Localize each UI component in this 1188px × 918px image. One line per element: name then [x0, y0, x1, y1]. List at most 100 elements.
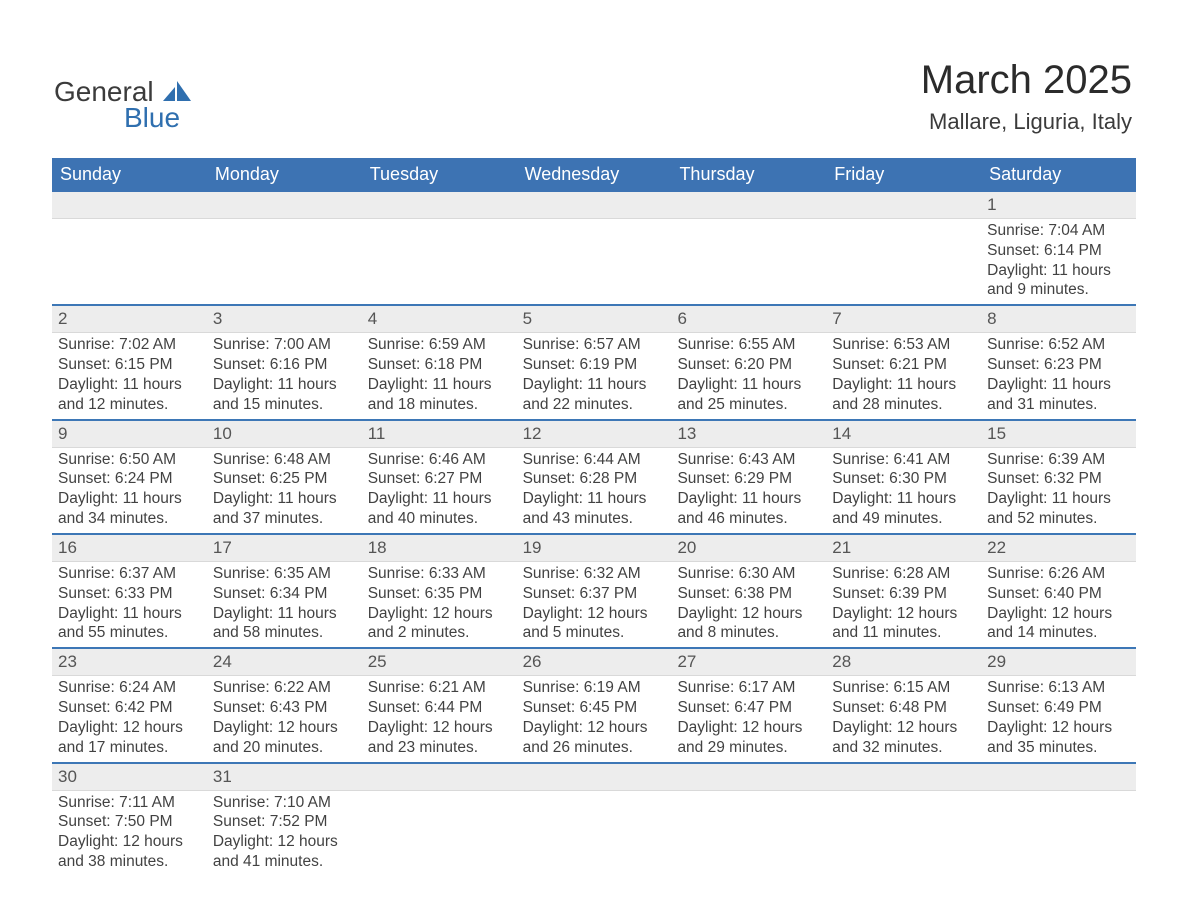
day-cell: 7Sunrise: 6:53 AMSunset: 6:21 PMDaylight…: [826, 306, 981, 418]
day-body: Sunrise: 6:52 AMSunset: 6:23 PMDaylight:…: [981, 333, 1136, 418]
day-number: 27: [671, 649, 826, 676]
daylight-line: Daylight: 12 hours and 32 minutes.: [832, 718, 975, 758]
day-body: Sunrise: 6:32 AMSunset: 6:37 PMDaylight:…: [517, 562, 672, 647]
day-number: 22: [981, 535, 1136, 562]
day-cell: 31Sunrise: 7:10 AMSunset: 7:52 PMDayligh…: [207, 764, 362, 876]
day-number: 31: [207, 764, 362, 791]
day-body: Sunrise: 6:19 AMSunset: 6:45 PMDaylight:…: [517, 676, 672, 761]
day-cell: 27Sunrise: 6:17 AMSunset: 6:47 PMDayligh…: [671, 649, 826, 761]
daylight-line: Daylight: 12 hours and 29 minutes.: [677, 718, 820, 758]
day-cell: [671, 764, 826, 876]
daylight-line: Daylight: 12 hours and 11 minutes.: [832, 604, 975, 644]
day-cell: 5Sunrise: 6:57 AMSunset: 6:19 PMDaylight…: [517, 306, 672, 418]
day-cell: 25Sunrise: 6:21 AMSunset: 6:44 PMDayligh…: [362, 649, 517, 761]
day-number: [517, 192, 672, 219]
day-cell: 3Sunrise: 7:00 AMSunset: 6:16 PMDaylight…: [207, 306, 362, 418]
sunrise-line: Sunrise: 6:57 AM: [523, 335, 666, 355]
day-body: Sunrise: 6:46 AMSunset: 6:27 PMDaylight:…: [362, 448, 517, 533]
sunset-line: Sunset: 6:42 PM: [58, 698, 201, 718]
day-number: [362, 192, 517, 219]
day-cell: 30Sunrise: 7:11 AMSunset: 7:50 PMDayligh…: [52, 764, 207, 876]
week-row: 23Sunrise: 6:24 AMSunset: 6:42 PMDayligh…: [52, 649, 1136, 763]
day-body: [517, 219, 672, 225]
daylight-line: Daylight: 11 hours and 28 minutes.: [832, 375, 975, 415]
day-number: 28: [826, 649, 981, 676]
sunset-line: Sunset: 6:33 PM: [58, 584, 201, 604]
day-body: Sunrise: 6:35 AMSunset: 6:34 PMDaylight:…: [207, 562, 362, 647]
day-number: 23: [52, 649, 207, 676]
day-number: [52, 192, 207, 219]
day-cell: 17Sunrise: 6:35 AMSunset: 6:34 PMDayligh…: [207, 535, 362, 647]
sunset-line: Sunset: 6:45 PM: [523, 698, 666, 718]
sunrise-line: Sunrise: 6:33 AM: [368, 564, 511, 584]
day-body: [362, 791, 517, 797]
day-number: 20: [671, 535, 826, 562]
sunrise-line: Sunrise: 6:55 AM: [677, 335, 820, 355]
day-cell: 1Sunrise: 7:04 AMSunset: 6:14 PMDaylight…: [981, 192, 1136, 304]
sunrise-line: Sunrise: 6:21 AM: [368, 678, 511, 698]
day-body: Sunrise: 6:59 AMSunset: 6:18 PMDaylight:…: [362, 333, 517, 418]
daylight-line: Daylight: 12 hours and 8 minutes.: [677, 604, 820, 644]
sunset-line: Sunset: 6:23 PM: [987, 355, 1130, 375]
day-number: 29: [981, 649, 1136, 676]
calendar-grid: SundayMondayTuesdayWednesdayThursdayFrid…: [52, 158, 1136, 876]
day-cell: 13Sunrise: 6:43 AMSunset: 6:29 PMDayligh…: [671, 421, 826, 533]
sunset-line: Sunset: 6:43 PM: [213, 698, 356, 718]
day-cell: 11Sunrise: 6:46 AMSunset: 6:27 PMDayligh…: [362, 421, 517, 533]
day-number: 16: [52, 535, 207, 562]
daylight-line: Daylight: 11 hours and 15 minutes.: [213, 375, 356, 415]
day-body: Sunrise: 6:21 AMSunset: 6:44 PMDaylight:…: [362, 676, 517, 761]
sunrise-line: Sunrise: 6:28 AM: [832, 564, 975, 584]
day-cell: 23Sunrise: 6:24 AMSunset: 6:42 PMDayligh…: [52, 649, 207, 761]
day-number: 30: [52, 764, 207, 791]
day-number: [207, 192, 362, 219]
day-body: [826, 791, 981, 797]
sunset-line: Sunset: 6:16 PM: [213, 355, 356, 375]
day-cell: 8Sunrise: 6:52 AMSunset: 6:23 PMDaylight…: [981, 306, 1136, 418]
sunrise-line: Sunrise: 6:46 AM: [368, 450, 511, 470]
daylight-line: Daylight: 12 hours and 14 minutes.: [987, 604, 1130, 644]
daylight-line: Daylight: 12 hours and 20 minutes.: [213, 718, 356, 758]
sunrise-line: Sunrise: 6:19 AM: [523, 678, 666, 698]
sunset-line: Sunset: 6:20 PM: [677, 355, 820, 375]
day-body: [671, 219, 826, 225]
sunrise-line: Sunrise: 6:30 AM: [677, 564, 820, 584]
day-body: Sunrise: 6:30 AMSunset: 6:38 PMDaylight:…: [671, 562, 826, 647]
sunrise-line: Sunrise: 7:02 AM: [58, 335, 201, 355]
day-cell: 24Sunrise: 6:22 AMSunset: 6:43 PMDayligh…: [207, 649, 362, 761]
day-number: 21: [826, 535, 981, 562]
daylight-line: Daylight: 12 hours and 23 minutes.: [368, 718, 511, 758]
day-body: Sunrise: 6:55 AMSunset: 6:20 PMDaylight:…: [671, 333, 826, 418]
week-row: 30Sunrise: 7:11 AMSunset: 7:50 PMDayligh…: [52, 764, 1136, 876]
day-body: Sunrise: 6:26 AMSunset: 6:40 PMDaylight:…: [981, 562, 1136, 647]
daylight-line: Daylight: 11 hours and 12 minutes.: [58, 375, 201, 415]
sunrise-line: Sunrise: 6:59 AM: [368, 335, 511, 355]
sunset-line: Sunset: 6:47 PM: [677, 698, 820, 718]
daylight-line: Daylight: 11 hours and 34 minutes.: [58, 489, 201, 529]
sunrise-line: Sunrise: 7:00 AM: [213, 335, 356, 355]
day-body: Sunrise: 7:11 AMSunset: 7:50 PMDaylight:…: [52, 791, 207, 876]
day-cell: [207, 192, 362, 304]
weekday-header: Thursday: [671, 158, 826, 192]
day-body: [207, 219, 362, 225]
daylight-line: Daylight: 11 hours and 49 minutes.: [832, 489, 975, 529]
day-cell: 14Sunrise: 6:41 AMSunset: 6:30 PMDayligh…: [826, 421, 981, 533]
day-number: [981, 764, 1136, 791]
day-body: Sunrise: 6:22 AMSunset: 6:43 PMDaylight:…: [207, 676, 362, 761]
day-cell: 10Sunrise: 6:48 AMSunset: 6:25 PMDayligh…: [207, 421, 362, 533]
weekday-header: Friday: [826, 158, 981, 192]
day-cell: 9Sunrise: 6:50 AMSunset: 6:24 PMDaylight…: [52, 421, 207, 533]
daylight-line: Daylight: 11 hours and 37 minutes.: [213, 489, 356, 529]
day-number: [826, 764, 981, 791]
day-cell: 29Sunrise: 6:13 AMSunset: 6:49 PMDayligh…: [981, 649, 1136, 761]
sunrise-line: Sunrise: 6:32 AM: [523, 564, 666, 584]
sunrise-line: Sunrise: 6:43 AM: [677, 450, 820, 470]
weekday-header: Monday: [207, 158, 362, 192]
day-cell: [517, 192, 672, 304]
sunset-line: Sunset: 6:14 PM: [987, 241, 1130, 261]
daylight-line: Daylight: 11 hours and 58 minutes.: [213, 604, 356, 644]
day-number: 25: [362, 649, 517, 676]
day-number: [671, 192, 826, 219]
day-cell: [517, 764, 672, 876]
day-cell: 15Sunrise: 6:39 AMSunset: 6:32 PMDayligh…: [981, 421, 1136, 533]
